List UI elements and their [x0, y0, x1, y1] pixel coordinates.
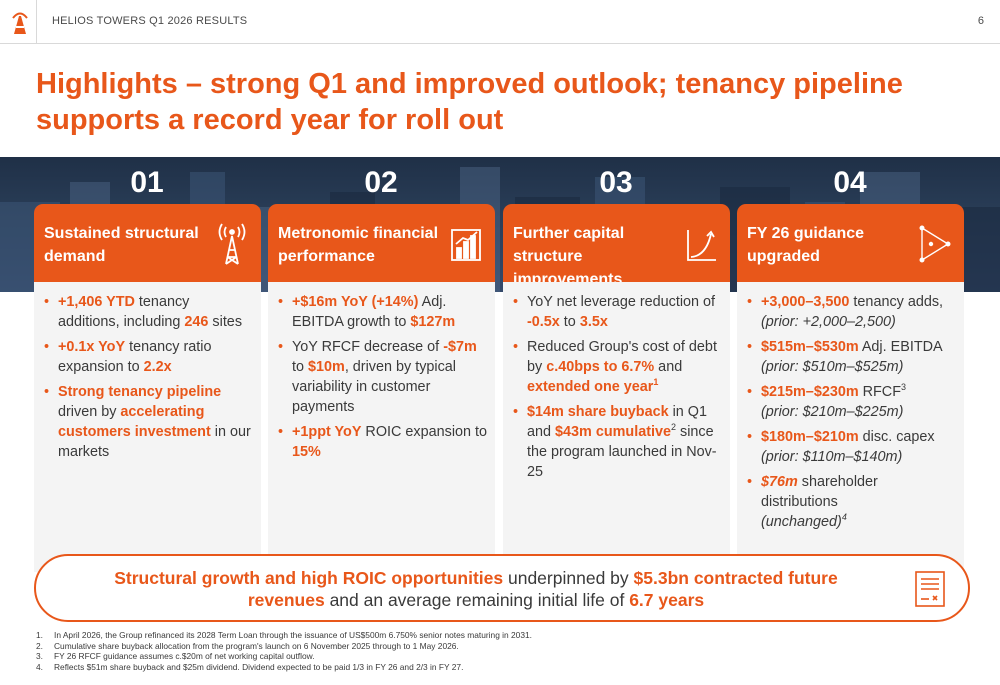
footnotes: 1. In April 2026, the Group refinanced it…	[36, 630, 966, 672]
footnote: 1. In April 2026, the Group refinanced it…	[36, 630, 532, 640]
card-header-02: Metronomic financial performance	[268, 204, 495, 282]
slide-title: Highlights – strong Q1 and improved outl…	[36, 68, 903, 136]
card-header-01: Sustained structural demand	[34, 204, 261, 282]
card-heading: Sustained structural demand	[44, 225, 199, 265]
growth-curve-icon	[687, 230, 716, 261]
list-item: +0.1x YoY tenancy ratio expansion to 2.2…	[44, 337, 254, 377]
card-body-01: +1,406 YTD tenancy additions, including …	[34, 282, 261, 572]
list-item: +1,406 YTD tenancy additions, including …	[44, 292, 254, 332]
card-heading: Further capital structure improvements	[513, 225, 625, 288]
header-divider	[36, 0, 37, 44]
list-item: $515m–$530m Adj. EBITDA(prior: $510m–$52…	[747, 337, 957, 377]
list-item: $76m shareholder distributions(unchanged…	[747, 472, 957, 532]
list-item: +1ppt YoY ROIC expansion to 15%	[278, 422, 488, 462]
footnote: 3. FY 26 RFCF guidance assumes c.$20m of …	[36, 651, 315, 662]
card-body-02: +$16m YoY (+14%) Adj. EBITDA growth to $…	[268, 282, 495, 572]
list-item: $14m share buyback in Q1 and $43m cumula…	[513, 402, 723, 482]
list-item: $180m–$210m disc. capex(prior: $110m–$14…	[747, 427, 957, 467]
list-item: $215m–$230m RFCF3(prior: $210m–$225m)	[747, 382, 957, 422]
card-body-04: +3,000–3,500 tenancy adds,(prior: +2,000…	[737, 282, 964, 572]
column-number-03: 03	[599, 166, 633, 199]
tower-signal-icon	[218, 223, 246, 265]
card-heading: FY 26 guidance upgraded	[747, 225, 865, 265]
footnote: 4. Reflects $51m share buyback and $25m d…	[36, 661, 464, 672]
footnote: 2. Cumulative share buyback allocation fr…	[36, 640, 459, 651]
page-number: 6	[977, 15, 984, 27]
callout-text: Structural growth and high ROIC opportun…	[114, 568, 838, 610]
contract-document-icon	[915, 571, 945, 607]
list-item: YoY net leverage reduction of -0.5x to 3…	[513, 292, 723, 332]
card-header-03: Further capital structure improvements	[503, 204, 730, 288]
card-header-04: FY 26 guidance upgraded	[737, 204, 964, 282]
slide-header: HELIOS TOWERS Q1 2026 RESULTS 6	[0, 0, 1000, 44]
helios-logo-icon	[12, 12, 28, 34]
header-title: HELIOS TOWERS Q1 2026 RESULTS	[52, 15, 248, 27]
list-item: Reduced Group's cost of debt by c.40bps …	[513, 337, 723, 397]
list-item: +3,000–3,500 tenancy adds,(prior: +2,000…	[747, 292, 957, 332]
column-number-01: 01	[130, 166, 164, 199]
bar-chart-icon	[451, 229, 481, 261]
column-number-04: 04	[833, 166, 867, 199]
forward-arrow-icon	[919, 225, 951, 263]
summary-callout: Structural growth and high ROIC opportun…	[34, 554, 970, 622]
list-item: Strong tenancy pipeline driven by accele…	[44, 382, 254, 462]
column-number-02: 02	[364, 166, 398, 199]
card-body-03: YoY net leverage reduction of -0.5x to 3…	[503, 282, 730, 572]
list-item: +$16m YoY (+14%) Adj. EBITDA growth to $…	[278, 292, 488, 332]
list-item: YoY RFCF decrease of -$7m to $10m, drive…	[278, 337, 488, 417]
card-heading: Metronomic financial performance	[278, 225, 439, 265]
